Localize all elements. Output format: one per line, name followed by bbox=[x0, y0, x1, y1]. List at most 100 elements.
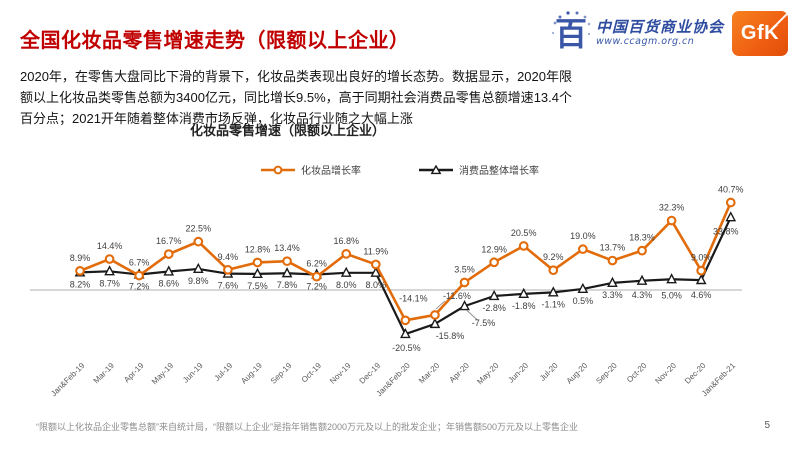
data-label: -1.8% bbox=[512, 301, 536, 311]
data-label: 8.9% bbox=[70, 253, 91, 263]
x-axis-label: Oct-19 bbox=[300, 361, 324, 385]
marker-circle-icon bbox=[252, 257, 263, 268]
data-label: 5.0% bbox=[661, 290, 682, 300]
ccagm-name: 中国百货商业协会 bbox=[595, 18, 724, 37]
data-label: 7.6% bbox=[218, 281, 239, 291]
marker-circle-icon bbox=[666, 215, 677, 226]
marker-circle-icon bbox=[104, 254, 115, 264]
label-leader-line bbox=[466, 309, 478, 321]
marker-circle-icon bbox=[282, 256, 292, 267]
data-label: 9.4% bbox=[218, 252, 239, 262]
data-label: -15.8% bbox=[436, 331, 465, 341]
data-label: 12.8% bbox=[245, 244, 271, 254]
marker-triangle-icon bbox=[340, 266, 352, 277]
legend-label-overall: 消费品整体增长率 bbox=[459, 166, 539, 177]
x-axis-label: Dec-20 bbox=[683, 361, 708, 386]
legend-label-cosmetics: 化妆品增长率 bbox=[301, 166, 361, 177]
label-leader-line bbox=[435, 300, 446, 310]
x-axis-label: Oct-20 bbox=[625, 361, 649, 385]
data-label: -20.5% bbox=[392, 343, 421, 353]
marker-triangle-icon bbox=[488, 289, 500, 301]
body-text: 2020年，在零售大盘同比下滑的背景下，化妆品类表现出良好的增长态势。数据显示，… bbox=[20, 69, 572, 126]
x-axis-label: Apr-20 bbox=[448, 361, 472, 385]
page-number: 5 bbox=[764, 420, 770, 431]
marker-triangle-icon bbox=[636, 274, 648, 285]
marker-triangle-icon bbox=[725, 211, 737, 222]
x-axis-label: Jul-19 bbox=[213, 361, 235, 383]
marker-circle-icon bbox=[607, 255, 618, 266]
marker-triangle-icon bbox=[163, 265, 175, 276]
marker-circle-icon bbox=[725, 197, 736, 208]
x-axis-label: Nov-19 bbox=[328, 361, 353, 386]
marker-circle-icon bbox=[578, 244, 588, 254]
data-label: 3.5% bbox=[454, 264, 475, 274]
x-axis-label: Jan&Feb-19 bbox=[49, 361, 87, 399]
marker-triangle-icon bbox=[400, 327, 411, 339]
x-axis-label: Jul-20 bbox=[538, 361, 560, 383]
chart-title: 化妆品零售增速（限额以上企业） bbox=[190, 123, 386, 138]
data-label: 19.0% bbox=[570, 231, 596, 241]
series-cosmetics bbox=[75, 197, 736, 326]
growth-line-chart: 8.9% 14.4% 6.7% 16.7% 22.5% 9.4% 12.8% 13.4% 6.2… bbox=[30, 184, 744, 399]
marker-circle-icon bbox=[637, 245, 647, 256]
marker-triangle-icon bbox=[577, 282, 589, 294]
data-label: 8.7% bbox=[99, 278, 120, 288]
data-label: 9.2% bbox=[543, 252, 564, 262]
ccagm-url: www.ccagm.org.cn bbox=[595, 35, 695, 47]
marker-circle-icon bbox=[134, 270, 145, 281]
x-axis-label: Aug-20 bbox=[565, 361, 590, 386]
x-axis-label: Dec-19 bbox=[358, 361, 383, 386]
marker-triangle-icon bbox=[518, 287, 530, 298]
x-axis-labels: Jan&Feb-19 Mar-19 Apr-19 May-19 Jun-19 Jul-19… bbox=[49, 361, 737, 399]
page-title: 全国化妆品零售增速走势（限额以上企业） bbox=[20, 30, 410, 53]
marker-circle-icon bbox=[311, 271, 322, 282]
data-label: -14.1% bbox=[399, 293, 428, 303]
x-axis-label: Jun-19 bbox=[181, 361, 205, 385]
marker-circle-icon bbox=[400, 315, 411, 326]
marker-triangle-icon bbox=[281, 267, 293, 278]
data-label: 6.2% bbox=[306, 259, 327, 269]
data-label: 13.7% bbox=[600, 243, 626, 253]
data-label: 4.3% bbox=[632, 290, 653, 300]
data-label: 6.7% bbox=[129, 258, 150, 268]
data-label: -7.5% bbox=[472, 318, 496, 328]
data-label: 3.3% bbox=[602, 290, 623, 300]
data-label: 33.8% bbox=[713, 226, 739, 236]
data-label: 8.0% bbox=[336, 280, 357, 290]
data-labels-overall: 8.2% 8.7% 7.2% 8.6% 9.8% 7.6% 7.5% 7.8% 7.2% 8.0%… bbox=[70, 226, 739, 353]
legend-marker-triangle-icon bbox=[430, 164, 442, 174]
legend-line-circle-icon bbox=[261, 165, 295, 174]
data-label: 12.9% bbox=[481, 244, 507, 254]
marker-triangle-icon bbox=[104, 265, 115, 276]
marker-triangle-icon bbox=[459, 300, 470, 311]
data-label: 4.6% bbox=[691, 290, 712, 300]
chart-legend: 化妆品增长率 消费品整体增长率 bbox=[0, 162, 800, 177]
data-label: 22.5% bbox=[186, 224, 212, 234]
marker-triangle-icon bbox=[192, 262, 204, 274]
svg-text:百: 百 bbox=[555, 15, 587, 53]
data-label: 9.8% bbox=[188, 276, 209, 286]
marker-triangle-icon bbox=[252, 267, 263, 278]
marker-circle-icon bbox=[370, 259, 381, 270]
x-axis-label: Mar-19 bbox=[92, 361, 117, 386]
marker-circle-icon bbox=[430, 310, 440, 320]
data-label: 16.7% bbox=[156, 236, 182, 246]
marker-circle-icon bbox=[223, 264, 233, 275]
data-label: 32.3% bbox=[659, 203, 685, 213]
x-axis-label: May-20 bbox=[475, 361, 501, 387]
data-label: 16.8% bbox=[333, 236, 359, 246]
data-label: 7.5% bbox=[247, 281, 268, 291]
marker-circle-icon bbox=[341, 249, 352, 259]
marker-triangle-icon bbox=[666, 273, 677, 284]
data-labels-cosmetics: 8.9% 14.4% 6.7% 16.7% 22.5% 9.4% 12.8% 13.4% 6.2… bbox=[70, 184, 744, 303]
x-axis-label: Nov-20 bbox=[653, 361, 678, 386]
marker-triangle-icon bbox=[370, 266, 382, 277]
logo-row: 百 中国百货商业协会 www.ccagm.org.cn GfK bbox=[550, 9, 788, 57]
marker-triangle-icon bbox=[547, 286, 559, 297]
x-axis-label: Sep-20 bbox=[594, 361, 619, 386]
data-label: 7.2% bbox=[129, 282, 150, 292]
data-label: 20.5% bbox=[511, 228, 537, 238]
data-label: 7.8% bbox=[277, 280, 298, 290]
data-label: -11.6% bbox=[443, 291, 471, 301]
